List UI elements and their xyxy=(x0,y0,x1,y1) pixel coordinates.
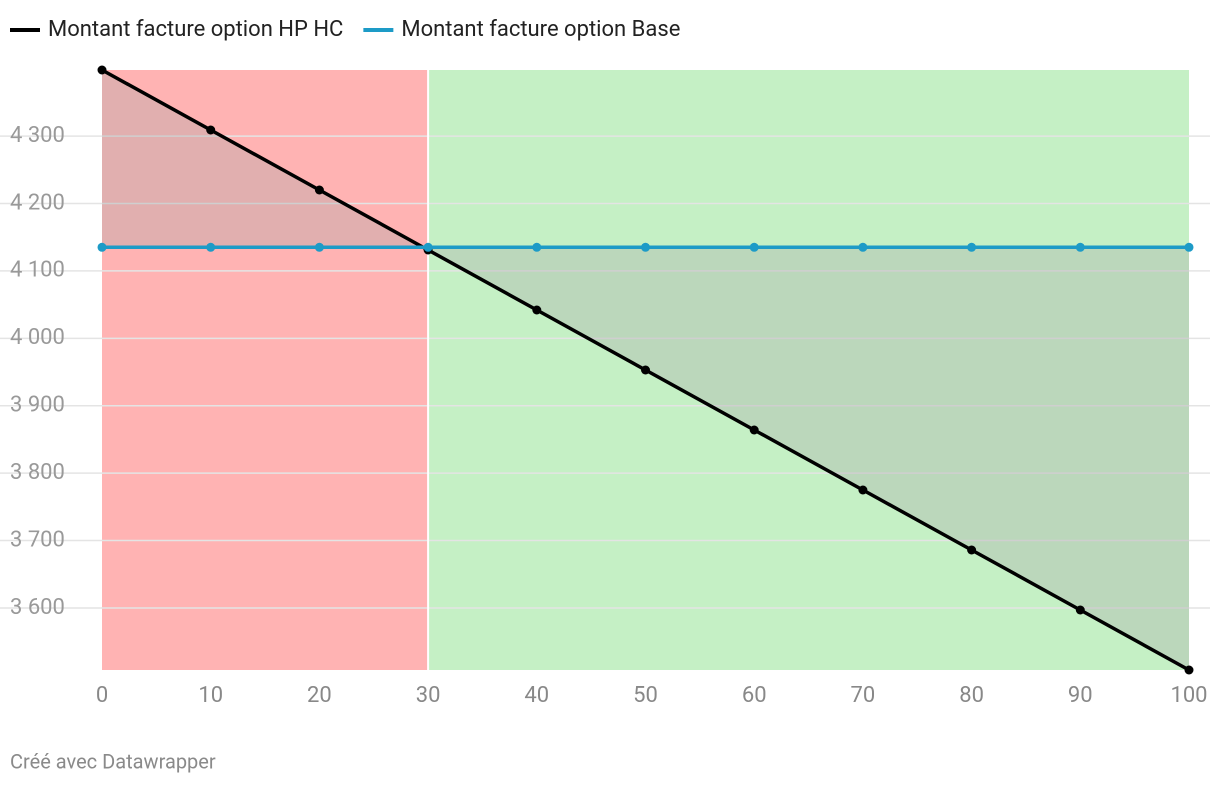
data-point xyxy=(1184,665,1194,675)
x-tick-label: 0 xyxy=(96,683,108,708)
y-tick-label: 4 000 xyxy=(10,325,65,350)
x-tick-label: 90 xyxy=(1068,683,1093,708)
data-point xyxy=(97,65,107,75)
x-tick-label: 50 xyxy=(633,683,658,708)
y-tick-label: 3 800 xyxy=(10,460,65,485)
x-tick-label: 80 xyxy=(959,683,984,708)
y-tick-label: 3 700 xyxy=(10,527,65,552)
footer: Créé avec Datawrapper xyxy=(10,749,216,773)
x-tick-label: 20 xyxy=(307,683,332,708)
data-point xyxy=(641,242,650,252)
x-tick-label: 40 xyxy=(524,683,549,708)
data-point xyxy=(423,242,433,252)
data-point xyxy=(967,242,977,252)
data-point xyxy=(749,425,759,435)
x-tick-label: 70 xyxy=(851,683,876,708)
data-point xyxy=(641,365,650,375)
y-tick-label: 4 200 xyxy=(10,190,65,215)
data-point xyxy=(97,242,107,252)
data-point xyxy=(967,545,977,555)
data-point xyxy=(532,242,542,252)
y-tick-label: 3 900 xyxy=(10,393,65,418)
data-point xyxy=(314,242,324,252)
data-point xyxy=(532,305,542,315)
legend-label: Montant facture option HP HC xyxy=(48,17,343,42)
x-tick-label: 60 xyxy=(742,683,767,708)
data-point xyxy=(314,185,324,195)
y-tick-label: 4 100 xyxy=(10,258,65,283)
data-point xyxy=(1075,242,1085,252)
data-point xyxy=(1075,605,1085,615)
x-tick-label: 30 xyxy=(416,683,441,708)
data-point xyxy=(206,242,216,252)
x-tick-label: 100 xyxy=(1170,683,1207,708)
legend-label: Montant facture option Base xyxy=(401,17,680,42)
y-tick-label: 3 600 xyxy=(10,595,65,620)
shaded-range xyxy=(428,70,1190,670)
data-point xyxy=(206,125,216,135)
data-point xyxy=(858,485,868,495)
data-point xyxy=(858,242,868,252)
data-point xyxy=(1184,242,1194,252)
data-point xyxy=(749,242,759,252)
y-tick-label: 4 300 xyxy=(10,123,65,148)
shaded-range xyxy=(102,70,429,670)
x-tick-label: 10 xyxy=(198,683,223,708)
